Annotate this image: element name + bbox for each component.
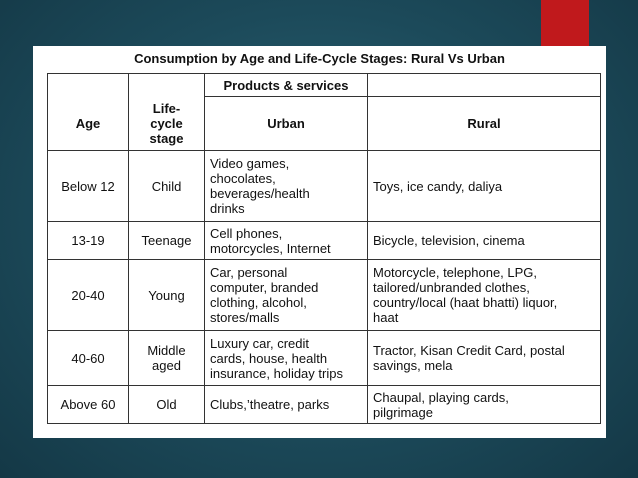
stage-cell: Young (128, 259, 205, 331)
rural-cell: Bicycle, television, cinema (367, 221, 601, 260)
stage-cell: Middle aged (128, 330, 205, 386)
table-row: 40-60 Middle aged Luxury car, credit car… (47, 330, 601, 386)
header-products-services: Products & services (204, 73, 368, 97)
age-cell: 40-60 (47, 330, 129, 386)
table-row: 20-40 Young Car, personal computer, bran… (47, 259, 601, 331)
rural-cell: Chaupal, playing cards, pilgrimage (367, 385, 601, 424)
consumption-table: Products & services Age Life- cycle stag… (47, 73, 601, 424)
age-cell: Below 12 (47, 150, 129, 222)
table-row: Below 12 Child Video games, chocolates, … (47, 150, 601, 222)
stage-cell: Teenage (128, 221, 205, 260)
table-row: 13-19 Teenage Cell phones, motorcycles, … (47, 221, 601, 260)
rural-cell: Motorcycle, telephone, LPG, tailored/unb… (367, 259, 601, 331)
age-cell: 20-40 (47, 259, 129, 331)
header-row-2: Age Life- cycle stage Urban Rural (47, 96, 601, 151)
urban-cell: Cell phones, motorcycles, Internet (204, 221, 368, 260)
stage-cell: Old (128, 385, 205, 424)
age-cell: Above 60 (47, 385, 129, 424)
urban-cell: Car, personal computer, branded clothing… (204, 259, 368, 331)
urban-cell: Clubs,’theatre, parks (204, 385, 368, 424)
rural-cell: Tractor, Kisan Credit Card, postal savin… (367, 330, 601, 386)
header-rural: Rural (367, 96, 601, 151)
urban-cell: Video games, chocolates, beverages/healt… (204, 150, 368, 222)
header-row-1: Products & services (47, 73, 601, 97)
header-age: Age (47, 96, 129, 151)
header-urban: Urban (204, 96, 368, 151)
slide-content: Consumption by Age and Life-Cycle Stages… (33, 46, 606, 438)
age-cell: 13-19 (47, 221, 129, 260)
slide-title: Consumption by Age and Life-Cycle Stages… (134, 51, 505, 66)
header-empty-cell (367, 73, 601, 97)
header-empty-cell (128, 73, 205, 97)
accent-block (541, 0, 589, 50)
urban-cell: Luxury car, credit cards, house, health … (204, 330, 368, 386)
rural-cell: Toys, ice candy, daliya (367, 150, 601, 222)
stage-cell: Child (128, 150, 205, 222)
header-life-cycle-stage: Life- cycle stage (128, 96, 205, 151)
header-empty-cell (47, 73, 129, 97)
table-row: Above 60 Old Clubs,’theatre, parks Chaup… (47, 385, 601, 424)
